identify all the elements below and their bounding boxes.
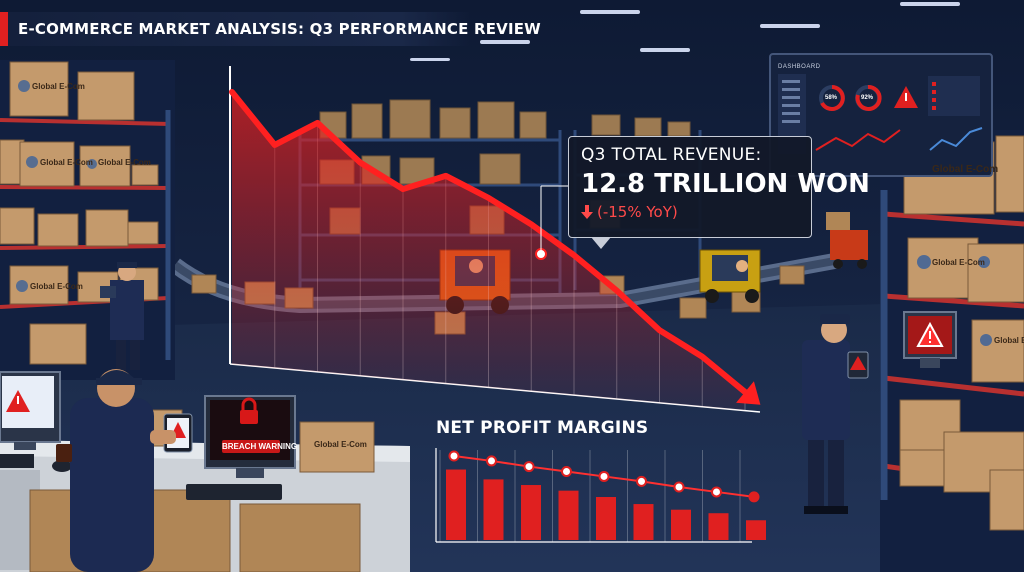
- mug: [56, 444, 72, 462]
- npm-bar: [633, 504, 654, 540]
- npm-bar: [483, 479, 504, 540]
- net-profit-chart: [435, 448, 766, 543]
- dashboard-title: DASHBOARD: [778, 64, 821, 70]
- npm-point: [636, 475, 647, 487]
- npm-point: [523, 461, 535, 473]
- left-shelving: [0, 60, 175, 380]
- box-brand-label: Global E-Com: [932, 258, 985, 267]
- forklift-right: [699, 249, 761, 303]
- worker-right: [802, 314, 869, 514]
- npm-bar: [596, 497, 616, 540]
- box-brand-label: Global E-Com: [30, 282, 83, 291]
- page-title: E-COMMERCE MARKET ANALYSIS: Q3 PERFORMAN…: [18, 20, 541, 38]
- npm-point: [748, 491, 760, 503]
- box-brand-label: Global E-Com: [994, 336, 1024, 345]
- callout-tail: [591, 237, 611, 249]
- npm-bar: [746, 520, 766, 540]
- npm-bar: [708, 513, 729, 540]
- npm-bar: [558, 490, 579, 540]
- revenue-callout-label: Q3 TOTAL REVENUE:: [581, 145, 762, 165]
- npm-bar: [671, 509, 691, 540]
- revenue-callout: Q3 TOTAL REVENUE: 12.8 TRILLION WON (-15…: [568, 136, 870, 249]
- box-brand-label: Global E-Com: [932, 164, 999, 175]
- box-brand-label: Global E-Com: [98, 158, 151, 167]
- npm-point: [673, 481, 685, 493]
- npm-bar: [521, 485, 541, 540]
- npm-point: [561, 466, 572, 478]
- dashboard-screen: [769, 53, 993, 177]
- worker-foreground: [70, 369, 193, 572]
- revenue-area-fill: [232, 92, 745, 411]
- npm-point: [598, 470, 610, 482]
- breach-warning-label: BREACH WARNING: [222, 440, 298, 453]
- worker-left-shelf: [100, 262, 144, 370]
- revenue-trend-line: [229, 89, 748, 395]
- arrow-down-icon: [581, 205, 593, 219]
- npm-bar: [446, 469, 466, 540]
- revenue-arrow-head: [736, 381, 761, 405]
- title-banner: E-COMMERCE MARKET ANALYSIS: Q3 PERFORMAN…: [0, 12, 541, 46]
- box-brand-label: Global E-Com: [314, 440, 367, 449]
- revenue-callout-value: 12.8 TRILLION WON: [581, 169, 870, 199]
- left-monitor: [0, 371, 61, 468]
- revenue-change-text: (-15% YoY): [597, 203, 678, 221]
- right-shelving: [880, 130, 1024, 572]
- revenue-chart: [229, 66, 761, 413]
- box-brand-label: Global E-Com: [32, 82, 85, 91]
- dashboard-gauge-1-value: 58%: [825, 95, 838, 101]
- dashboard-gauge-2-value: 92%: [861, 95, 874, 101]
- npm-point: [486, 455, 497, 467]
- net-profit-title: NET PROFIT MARGINS: [436, 418, 649, 438]
- npm-point: [448, 450, 460, 462]
- revenue-callout-change: (-15% YoY): [581, 203, 799, 221]
- box-brand-label: Global E-Com: [40, 158, 93, 167]
- npm-point: [711, 486, 722, 498]
- forklift-far: [826, 212, 868, 269]
